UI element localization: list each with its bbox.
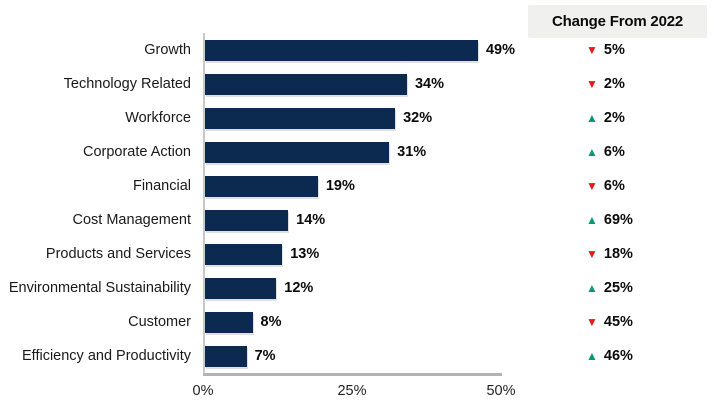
category-label: Growth [144,42,191,58]
category-label: Cost Management [72,212,191,228]
value-label: 13% [290,246,320,262]
bar [205,209,289,231]
bar-cell: 34% [203,67,515,101]
category-label: Products and Services [45,246,191,262]
change-triangle-icon: ▼ [586,43,598,57]
x-tick-25: 25% [337,383,367,399]
change-triangle-icon: ▲ [586,349,598,363]
change-triangle-icon: ▲ [586,111,598,125]
bar-cell: 19% [203,169,515,203]
bar-row: Cost Management 14% ▲ 69% [0,203,714,237]
change-cell: ▲ 69% [515,212,714,228]
category-label: Workforce [125,110,191,126]
change-label: 2% [603,76,625,92]
change-cell: ▼ 5% [515,42,714,58]
x-axis-ticks: 0% 25% 50% [193,383,516,403]
bar [205,277,277,299]
change-label: 6% [603,178,625,194]
change-triangle-icon: ▼ [586,247,598,261]
bar-cell: 12% [203,271,515,305]
change-triangle-icon: ▲ [586,213,598,227]
bar-cell: 32% [203,101,515,135]
change-cell: ▲ 2% [515,110,714,126]
bar-cell: 31% [203,135,515,169]
value-label: 32% [403,110,433,126]
change-label: 69% [603,212,633,228]
change-triangle-icon: ▲ [586,281,598,295]
bar-row: Products and Services 13% ▼ 18% [0,237,714,271]
value-label: 19% [325,178,355,194]
change-triangle-icon: ▼ [586,77,598,91]
change-label: 2% [603,110,625,126]
change-label: 25% [603,280,633,296]
value-label: 14% [296,212,326,228]
bar [205,107,396,129]
change-triangle-icon: ▼ [586,315,598,329]
bar [205,243,283,265]
bar [205,141,390,163]
category-label: Environmental Sustainability [8,280,191,296]
bar-row: Growth 49% ▼ 5% [0,33,714,67]
category-label: Customer [128,314,191,330]
bar-cell: 7% [203,339,515,373]
change-cell: ▼ 18% [515,246,714,262]
change-cell: ▲ 6% [515,144,714,160]
value-label: 34% [414,76,444,92]
bar [205,311,253,333]
change-triangle-icon: ▲ [586,145,598,159]
change-label: 45% [603,314,633,330]
value-label: 8% [260,314,282,330]
bar-row: Technology Related 34% ▼ 2% [0,67,714,101]
category-label: Corporate Action [82,144,191,160]
bar-row: Corporate Action 31% ▲ 6% [0,135,714,169]
category-label: Technology Related [63,76,191,92]
change-cell: ▲ 25% [515,280,714,296]
change-label: 46% [603,348,633,364]
change-cell: ▼ 2% [515,76,714,92]
change-cell: ▼ 45% [515,314,714,330]
bar-row: Efficiency and Productivity 7% ▲ 46% [0,339,714,373]
value-label: 7% [254,348,276,364]
bar-cell: 8% [203,305,515,339]
change-from-2022-header: Change From 2022 [528,5,707,38]
change-label: 6% [603,144,625,160]
value-label: 49% [485,42,515,58]
bar-cell: 14% [203,203,515,237]
change-label: 5% [603,42,625,58]
value-label: 31% [397,144,427,160]
bar-row: Financial 19% ▼ 6% [0,169,714,203]
bar [205,73,407,95]
bar [205,175,318,197]
bar-row: Workforce 32% ▲ 2% [0,101,714,135]
change-header-label: Change From 2022 [551,13,683,30]
bar [205,39,478,61]
bar-cell: 49% [203,33,515,67]
bar-cell: 13% [203,237,515,271]
value-label: 12% [284,280,314,296]
x-tick-0: 0% [192,383,214,399]
bar-row: Environmental Sustainability 12% ▲ 25% [0,271,714,305]
bar-row: Customer 8% ▼ 45% [0,305,714,339]
x-tick-50: 50% [486,383,516,399]
change-cell: ▼ 6% [515,178,714,194]
x-axis-line [203,373,502,376]
bar [205,345,247,367]
change-label: 18% [603,246,633,262]
category-label: Efficiency and Productivity [22,348,191,364]
change-triangle-icon: ▼ [586,179,598,193]
bar-rows: Growth 49% ▼ 5% Technology Related 34% ▼… [0,33,714,373]
category-label: Financial [132,178,191,194]
change-cell: ▲ 46% [515,348,714,364]
